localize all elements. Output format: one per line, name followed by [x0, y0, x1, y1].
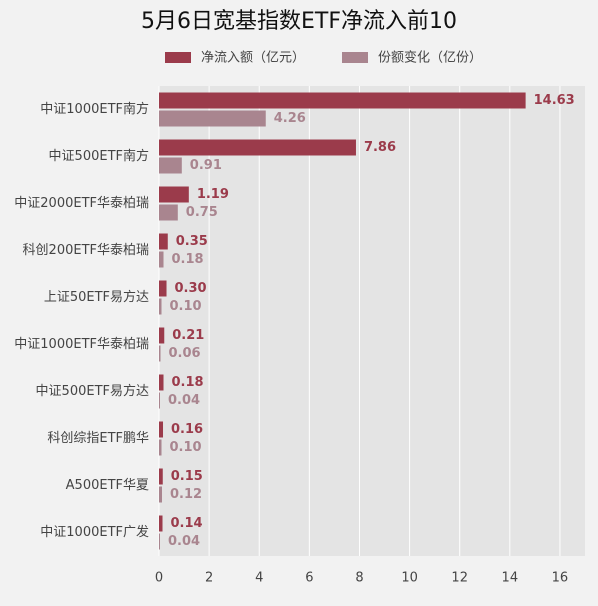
bar — [159, 280, 167, 297]
bar — [159, 486, 163, 503]
value-label: 1.19 — [197, 187, 229, 202]
value-label: 14.63 — [534, 93, 575, 108]
x-tick-label: 12 — [451, 571, 468, 586]
bar — [159, 533, 161, 550]
bar — [159, 439, 162, 456]
bar — [159, 139, 356, 156]
bar — [159, 468, 163, 485]
bar — [159, 392, 161, 409]
value-label: 0.30 — [175, 281, 207, 296]
legend-swatch — [342, 52, 368, 63]
value-label: 0.21 — [172, 328, 204, 343]
value-label: 0.35 — [176, 234, 208, 249]
y-tick-label: 科创综指ETF鹏华 — [47, 431, 149, 446]
bar — [159, 374, 164, 391]
bar — [159, 421, 164, 438]
x-tick-label: 14 — [502, 571, 519, 586]
x-tick-label: 8 — [355, 571, 363, 586]
value-label: 0.18 — [172, 252, 204, 267]
value-label: 0.18 — [172, 375, 204, 390]
value-label: 0.10 — [170, 440, 202, 455]
value-label: 0.12 — [170, 487, 202, 502]
bar — [159, 186, 189, 203]
y-tick-label: 中证2000ETF华泰柏瑞 — [14, 196, 149, 211]
value-label: 0.04 — [168, 393, 200, 408]
bar — [159, 157, 182, 174]
value-label: 4.26 — [274, 111, 306, 126]
value-label: 0.14 — [171, 516, 203, 531]
bar — [159, 204, 178, 221]
legend-label: 净流入额（亿元） — [201, 51, 305, 66]
value-label: 0.04 — [168, 534, 200, 549]
bar — [159, 251, 164, 268]
value-label: 7.86 — [364, 140, 396, 155]
x-tick-label: 6 — [305, 571, 313, 586]
y-tick-label: 中证1000ETF广发 — [40, 524, 149, 540]
plot-area — [159, 86, 585, 556]
value-label: 0.15 — [171, 469, 203, 484]
x-tick-label: 10 — [401, 571, 418, 586]
y-tick-label: 中证1000ETF华泰柏瑞 — [14, 337, 149, 352]
y-tick-label: 中证1000ETF南方 — [40, 101, 149, 117]
bar — [159, 298, 162, 315]
x-tick-label: 4 — [255, 571, 263, 586]
y-tick-label: 上证50ETF易方达 — [44, 289, 149, 305]
bar — [159, 233, 168, 250]
value-label: 0.91 — [190, 158, 222, 173]
value-label: 0.10 — [170, 299, 202, 314]
legend-swatch — [165, 52, 191, 63]
y-tick-label: A500ETF华夏 — [66, 478, 149, 493]
value-label: 0.06 — [169, 346, 201, 361]
bar — [159, 515, 163, 532]
y-tick-label: 科创200ETF华泰柏瑞 — [23, 243, 149, 258]
value-label: 0.75 — [186, 205, 218, 220]
x-tick-label: 16 — [552, 571, 569, 586]
bar — [159, 345, 161, 362]
bar — [159, 327, 165, 344]
value-label: 0.16 — [171, 422, 203, 437]
chart-title: 5月6日宽基指数ETF净流入前10 — [141, 9, 457, 34]
x-tick-label: 0 — [155, 571, 163, 586]
x-tick-label: 2 — [205, 571, 213, 586]
bar — [159, 110, 266, 127]
y-tick-label: 中证500ETF易方达 — [36, 383, 149, 399]
y-tick-label: 中证500ETF南方 — [49, 148, 149, 164]
bar — [159, 92, 526, 109]
legend-label: 份额变化（亿份） — [378, 50, 482, 66]
